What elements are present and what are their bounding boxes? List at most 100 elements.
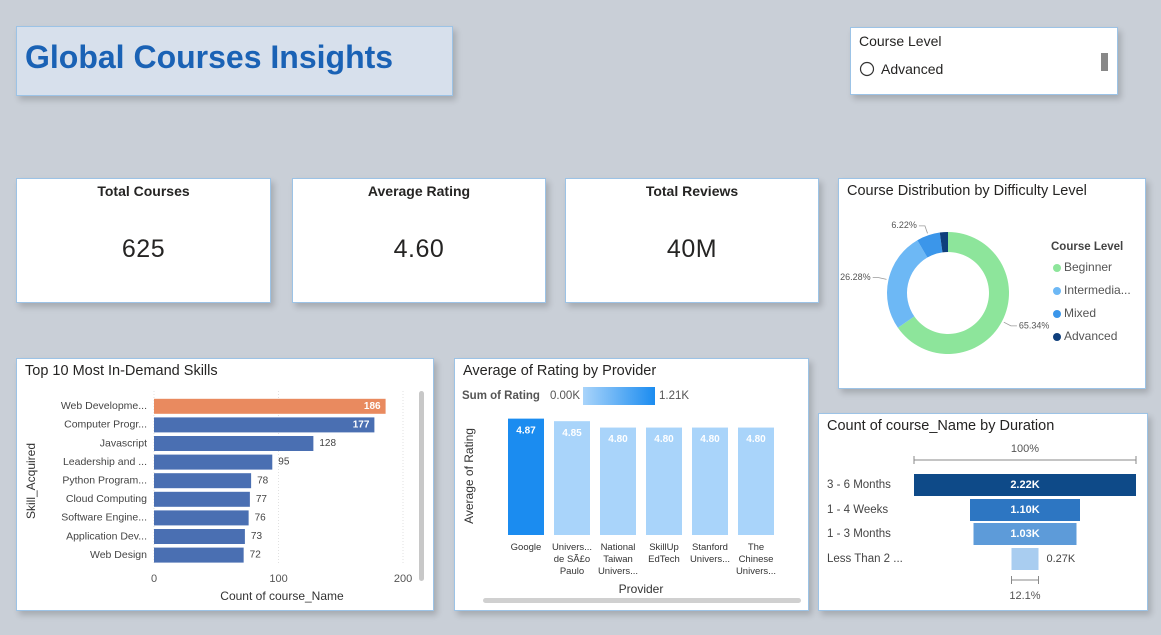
data-label: 4.87 [516, 425, 536, 436]
data-label: 26.28% [840, 272, 871, 282]
slicer-option[interactable]: Advanced [881, 61, 944, 77]
y-tick-label: Software Engine... [61, 512, 147, 524]
data-label: 1.03K [1010, 528, 1039, 540]
bar [692, 427, 728, 535]
y-tick-label: Leadership and ... [63, 456, 147, 468]
slicer-title: Course Level [859, 33, 942, 49]
data-label: 4.80 [700, 434, 720, 445]
card-value: 4.60 [393, 235, 445, 263]
bar [154, 491, 250, 507]
funnel-bar [970, 499, 1080, 521]
legend-gradient [583, 387, 655, 405]
x-tick-label: 100 [269, 573, 287, 585]
y-tick-label: Web Developme... [61, 400, 147, 412]
x-tick-label: Univers... de SÃ£o Paulo [551, 542, 593, 577]
data-label: 128 [319, 438, 336, 449]
data-label: 76 [255, 513, 267, 524]
slicer: Course Level Advanced [850, 27, 1118, 95]
chart: 0 100 200 Web Developme... 186 Computer Progr… [24, 391, 412, 603]
data-label: 6.22% [891, 220, 917, 230]
chart: 100% 3 - 6 Months 2.22K 1 - 4 Weeks 1.10K 1 -… [827, 443, 1137, 602]
card: Average Rating 4.60 [292, 178, 546, 303]
leader-line [918, 225, 928, 234]
chart-title: Course Distribution by Difficulty Level [847, 183, 1087, 199]
data-label: 95 [278, 457, 290, 468]
x-tick-label: 0 [151, 573, 157, 585]
bar [646, 427, 682, 535]
y-tick-label: Javascript [100, 437, 147, 449]
bar [154, 510, 249, 526]
conversion-label: 12.1% [1009, 590, 1040, 602]
scrollbar[interactable] [1101, 53, 1108, 71]
card: Total Courses 625 [16, 178, 271, 303]
funnel-panel: 100% 3 - 6 Months 2.22K 1 - 4 Weeks 1.10K 1 -… [818, 413, 1148, 611]
y-tick-label: Cloud Computing [66, 493, 147, 505]
bar [154, 398, 386, 414]
legend-label: 1.21K [659, 390, 689, 402]
y-tick-label: Web Design [90, 549, 147, 561]
legend-label: 0.00K [550, 390, 580, 402]
x-tick-label: The Chinese Univers... [735, 542, 777, 577]
category-label: 1 - 4 Weeks [827, 504, 888, 516]
donut-panel: 65.34% 26.28% 6.22% Course Level Beginner Int… [838, 178, 1146, 389]
donut-slice [897, 232, 1010, 354]
bar [508, 418, 544, 535]
x-axis-label: Count of course_Name [220, 589, 344, 603]
radio[interactable] [858, 60, 878, 80]
funnel-bar [914, 474, 1136, 496]
category-label: 1 - 3 Months [827, 528, 891, 540]
donut-slice [887, 240, 928, 328]
legend-marker [1053, 287, 1061, 295]
legend-label: Advanced [1064, 329, 1117, 343]
title-box: Global Courses Insights [16, 26, 453, 96]
card-value: 40M [666, 235, 718, 263]
scrollbar[interactable] [483, 598, 801, 603]
data-label: 4.80 [654, 434, 674, 445]
funnel-bar [973, 523, 1077, 545]
legend-label: Mixed [1064, 306, 1096, 320]
chart-title: Count of course_Name by Duration [827, 418, 1055, 434]
data-label: 0.27K [1047, 553, 1076, 565]
donut-slice [917, 232, 943, 258]
bar [154, 529, 245, 544]
bracket [913, 456, 1137, 464]
chart: 65.34% 26.28% 6.22% Course Level Beginner Int… [840, 220, 1131, 354]
leader-line [1003, 321, 1017, 327]
legend-marker [1053, 310, 1061, 318]
x-axis-label: Provider [619, 582, 664, 596]
legend-marker [1053, 264, 1061, 272]
bar [154, 417, 375, 433]
scrollbar[interactable] [419, 391, 424, 581]
data-label: 73 [251, 531, 263, 542]
y-axis-label: Skill_Acquired [24, 443, 38, 519]
chart-title: Average of Rating by Provider [463, 363, 657, 379]
x-tick-label: SkillUp EdTech [648, 542, 680, 565]
bar-panel: Sum of Rating 0.00K 1.21K 4.87 4.85 4.80 4.80 4… [454, 358, 809, 611]
bar [154, 547, 244, 563]
y-tick-label: Application Dev... [66, 530, 147, 542]
chart: Sum of Rating 0.00K 1.21K 4.87 4.85 4.80 4.80 4… [462, 387, 774, 596]
chart-title: Top 10 Most In-Demand Skills [25, 363, 218, 379]
legend-title: Course Level [1051, 241, 1123, 253]
legend-marker [1053, 333, 1061, 341]
legend-label: Intermedia... [1064, 283, 1131, 297]
card-label: Total Courses [97, 183, 190, 199]
data-label: 65.34% [1019, 320, 1050, 330]
data-label: 4.80 [746, 434, 766, 445]
data-label: 2.22K [1010, 479, 1039, 491]
dashboard-title: Global Courses Insights [25, 39, 394, 75]
bar [154, 436, 314, 451]
legend-title: Sum of Rating [462, 390, 540, 402]
bar [554, 421, 590, 535]
x-tick-label: Stanford Univers... [689, 542, 731, 565]
data-label: 1.10K [1010, 504, 1039, 516]
bracket [1011, 576, 1039, 584]
y-tick-label: Python Program... [62, 474, 147, 486]
funnel-bar [1011, 548, 1039, 570]
card-label: Average Rating [367, 183, 471, 199]
donut-slice [939, 232, 948, 253]
data-label: 4.85 [562, 428, 582, 439]
bar-panel: 0 100 200 Web Developme... 186 Computer Progr… [16, 358, 434, 611]
leader-line [872, 277, 887, 280]
